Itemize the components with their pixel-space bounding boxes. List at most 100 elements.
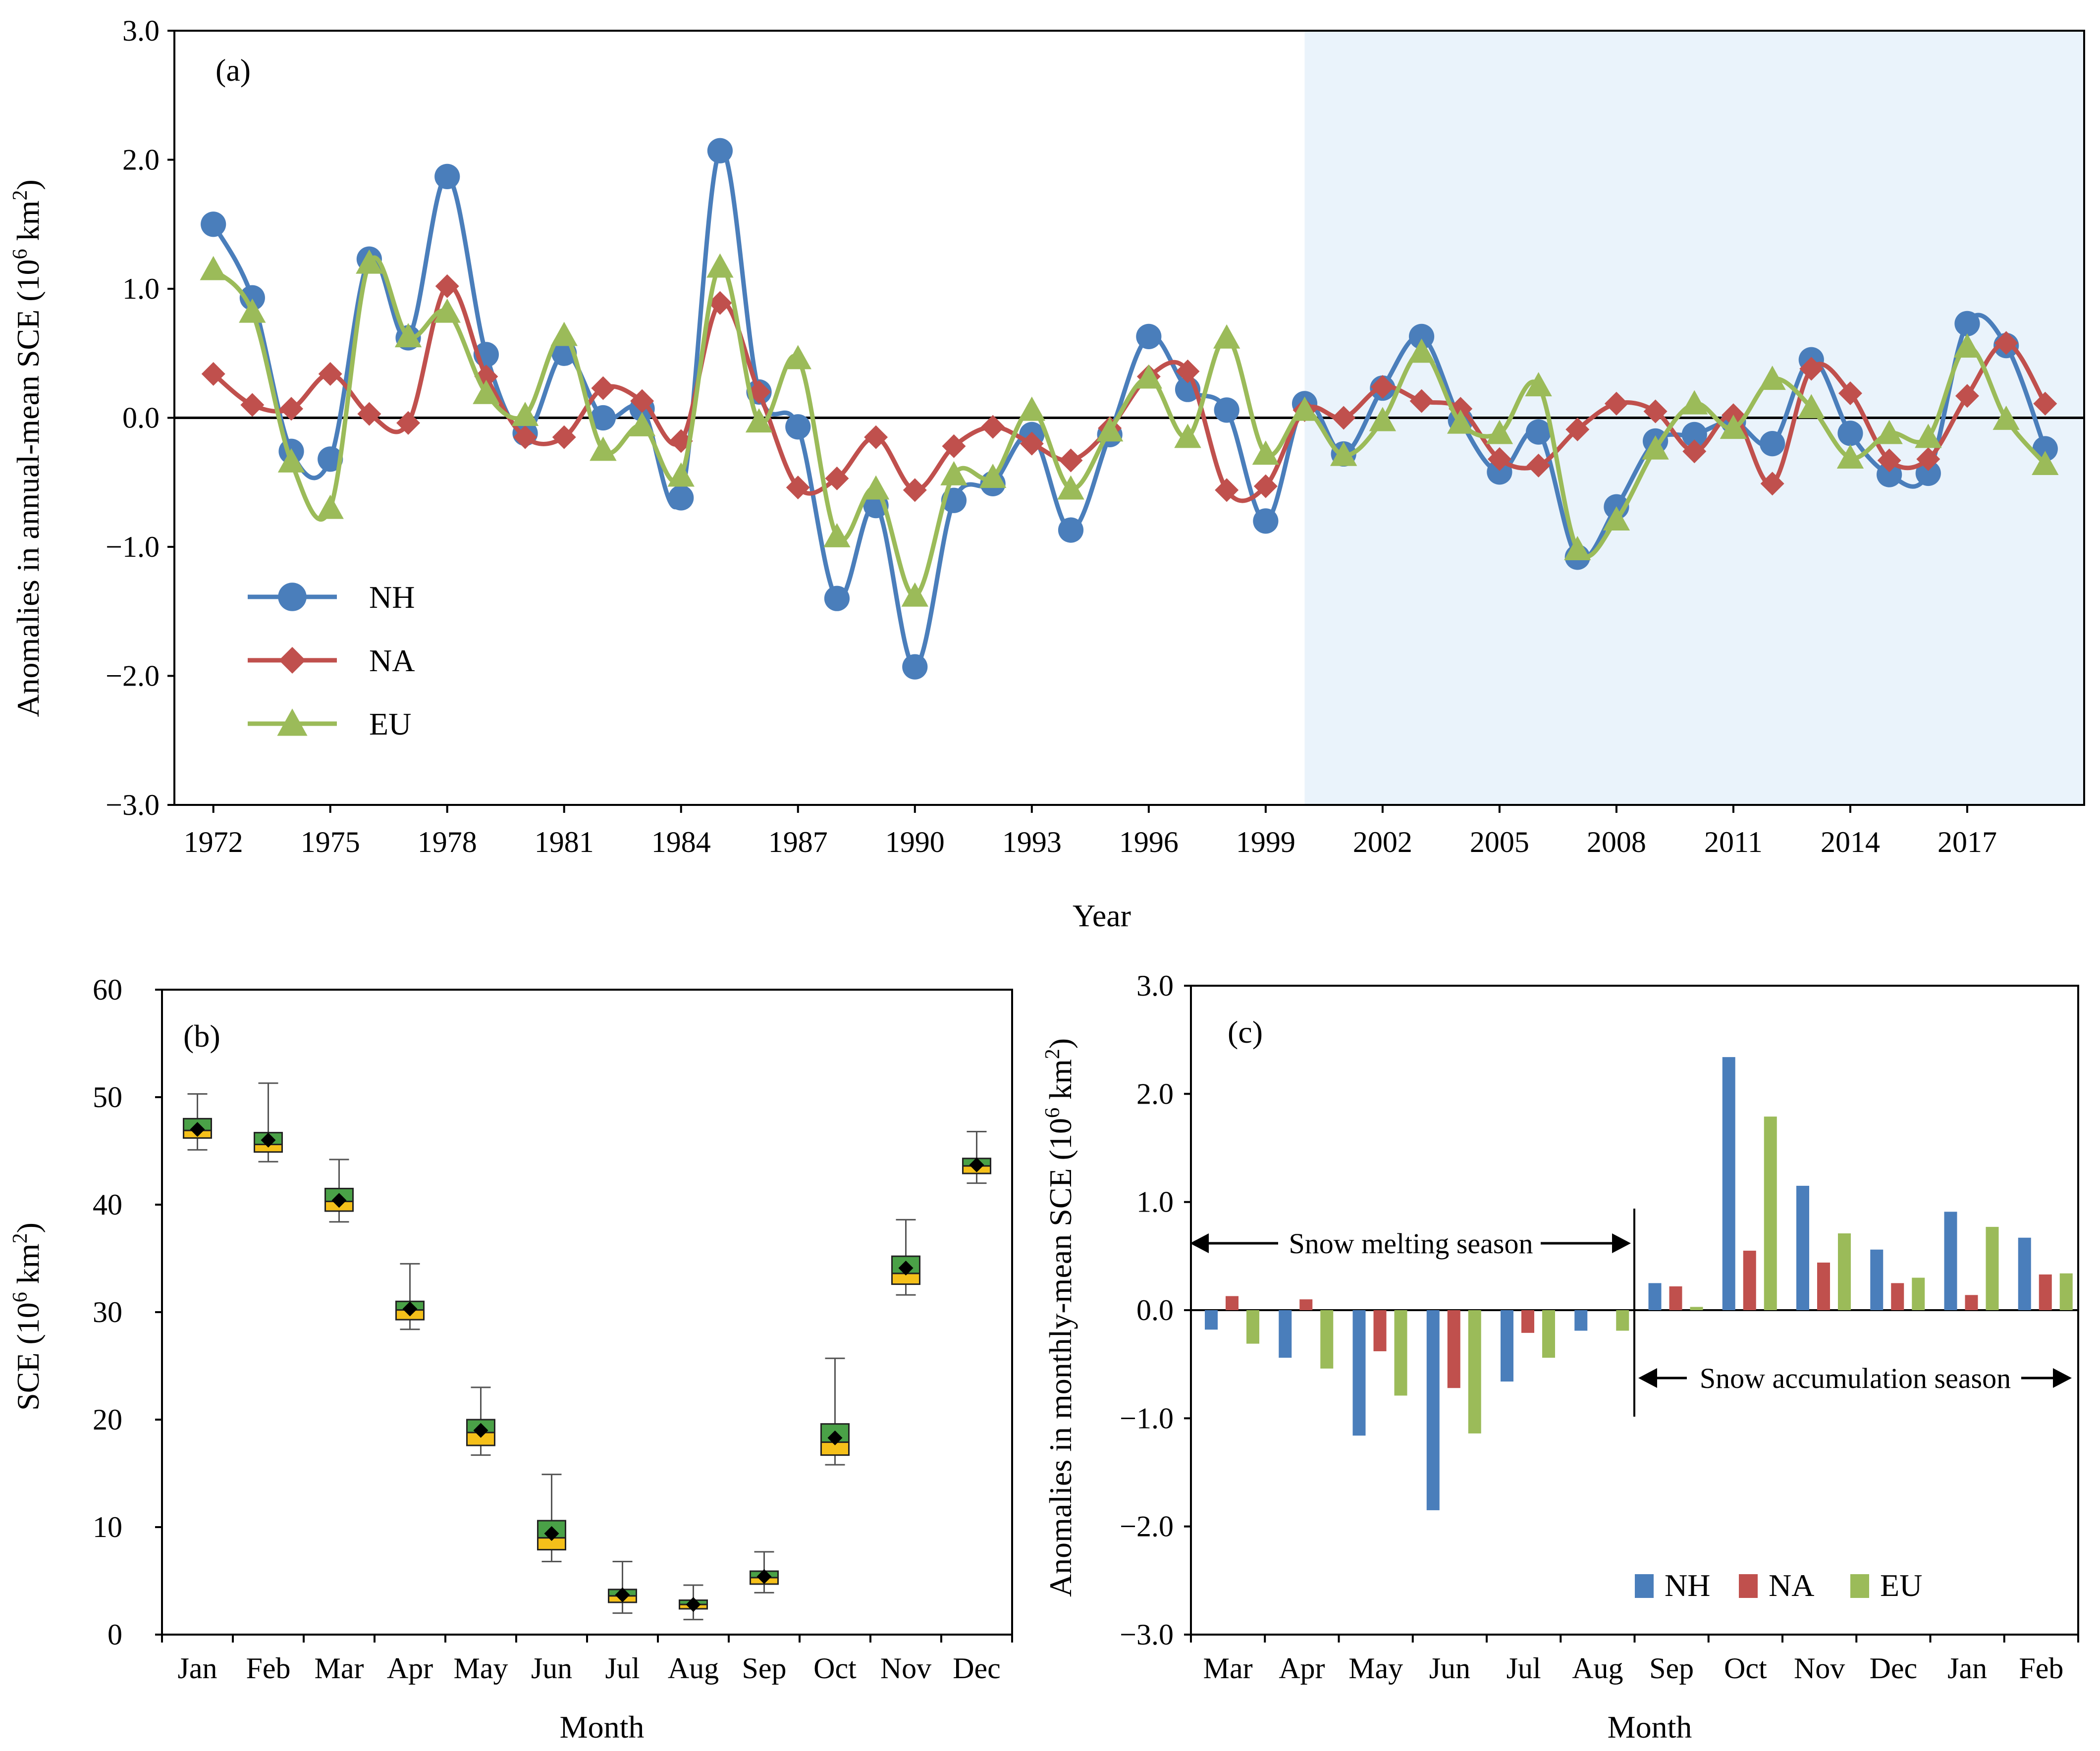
data-point-nh bbox=[1877, 462, 1902, 487]
data-point-eu bbox=[1564, 536, 1591, 560]
panel-c-label: (c) bbox=[1228, 1014, 1263, 1050]
panel-a-x-axis-title: Year bbox=[1073, 898, 1131, 933]
panel-b-y-title-end: ) bbox=[10, 1222, 46, 1233]
data-point-eu bbox=[1992, 405, 2020, 430]
y-tick-label: −2.0 bbox=[1120, 1510, 1174, 1543]
data-point-na bbox=[591, 376, 615, 400]
panel-c-y-title-sup: 6 bbox=[1041, 1108, 1064, 1118]
data-point-nh bbox=[1058, 517, 1084, 543]
data-point-eu bbox=[1876, 420, 1903, 444]
data-point-eu bbox=[1447, 409, 1474, 434]
data-point-eu bbox=[940, 461, 968, 485]
box-may bbox=[466, 1386, 495, 1456]
y-tick-label: 40 bbox=[93, 1188, 122, 1221]
x-tick-label: Dec bbox=[953, 1652, 1001, 1685]
box-feb bbox=[254, 1082, 283, 1163]
x-tick-label: Mar bbox=[1203, 1652, 1253, 1685]
data-point-eu bbox=[394, 323, 422, 348]
legend-label-eu: EU bbox=[1880, 1568, 1922, 1603]
data-point-nh bbox=[1681, 422, 1707, 447]
data-point-na bbox=[396, 411, 421, 435]
panel-a: 3.0 2.0 1.0 0.0 −1.0 −2.0 −3.0 1972 1975 1978 198… bbox=[9, 14, 2085, 933]
data-point-eu bbox=[1953, 333, 1981, 358]
y-tick-label: 20 bbox=[93, 1403, 122, 1436]
data-point-eu bbox=[511, 402, 539, 426]
x-tick-label: 1975 bbox=[301, 826, 360, 858]
data-point-nh bbox=[1253, 508, 1279, 534]
panel-c-y-axis: 3.0 2.0 1.0 0.0 −1.0 −2.0 −3.0 bbox=[1120, 969, 1191, 1651]
data-point-eu bbox=[1369, 407, 1397, 431]
y-tick-label: −1.0 bbox=[1120, 1402, 1174, 1434]
y-tick-label: 10 bbox=[93, 1511, 122, 1543]
legend-label-nh: NH bbox=[369, 580, 415, 615]
legend-swatch-eu bbox=[1850, 1574, 1869, 1598]
data-point-eu bbox=[862, 475, 890, 500]
data-point-eu bbox=[1057, 475, 1084, 500]
panel-c-y-title-sup2: 2 bbox=[1041, 1049, 1064, 1059]
accumulation-season-arrow bbox=[1638, 1368, 2072, 1388]
data-point-nh bbox=[1487, 459, 1512, 485]
bar-eu-sep bbox=[1690, 1307, 1703, 1310]
bar-na-apr bbox=[1299, 1299, 1313, 1310]
x-tick-label: 2014 bbox=[1821, 826, 1880, 858]
y-tick-label: 3.0 bbox=[1136, 969, 1174, 1002]
data-point-eu bbox=[1681, 390, 1708, 415]
data-point-nh bbox=[824, 585, 850, 611]
panel-b-y-axis: 60 50 40 30 20 10 0 bbox=[93, 973, 162, 1651]
data-point-eu bbox=[1525, 372, 1552, 397]
data-point-na bbox=[630, 389, 654, 413]
bar-na-jul bbox=[1521, 1310, 1534, 1333]
panel-a-y-title-sup2: 2 bbox=[9, 190, 32, 201]
bar-eu-apr bbox=[1320, 1310, 1334, 1369]
legend-label-na: NA bbox=[1769, 1568, 1814, 1603]
data-point-nh bbox=[1525, 419, 1552, 445]
bar-eu-oct bbox=[1764, 1116, 1777, 1310]
panel-c-y-axis-title: Anomalies in monthly-mean SCE (106 km2) bbox=[1041, 1038, 1078, 1597]
data-point-eu bbox=[1759, 366, 1786, 390]
data-point-nh bbox=[902, 654, 928, 680]
data-point-eu bbox=[667, 462, 695, 487]
data-point-na bbox=[201, 362, 225, 386]
x-tick-label: 2017 bbox=[1938, 826, 1997, 858]
panel-b-x-axis: Jan Feb Mar Apr May Jun Jul Aug Sep Oct Nov Dec bbox=[161, 1635, 1013, 1685]
panel-c-x-axis-title: Month bbox=[1608, 1709, 1692, 1745]
data-point-eu bbox=[979, 464, 1007, 488]
data-point-na bbox=[1877, 448, 1901, 473]
bar-eu-jun bbox=[1468, 1310, 1481, 1433]
data-point-eu bbox=[901, 582, 928, 607]
data-point-eu bbox=[1603, 506, 1630, 531]
y-tick-label: 0.0 bbox=[1136, 1294, 1174, 1327]
data-point-na bbox=[1176, 359, 1200, 383]
bar-na-feb bbox=[2039, 1274, 2052, 1310]
box-jan bbox=[183, 1093, 212, 1151]
accumulation-season-label: Snow accumulation season bbox=[1700, 1362, 2011, 1394]
data-point-eu bbox=[784, 345, 811, 370]
data-point-eu bbox=[550, 321, 578, 346]
legend-swatch-na bbox=[1739, 1574, 1758, 1598]
panel-a-series bbox=[200, 138, 2059, 680]
y-tick-label: 3.0 bbox=[122, 14, 160, 47]
panel-a-plot-frame bbox=[173, 30, 2085, 806]
bar-na-sep bbox=[1669, 1286, 1682, 1310]
bar-nh-mar bbox=[1205, 1310, 1218, 1330]
panel-a-y-axis-title: Anomalies in annual-mean SCE (106 km2) bbox=[9, 179, 46, 717]
bar-nh-jul bbox=[1501, 1310, 1513, 1382]
bar-na-mar bbox=[1226, 1296, 1238, 1310]
mean-marker bbox=[827, 1430, 843, 1445]
y-tick-label: −2.0 bbox=[106, 660, 160, 692]
bar-nh-oct bbox=[1722, 1057, 1735, 1310]
data-point-nh bbox=[1408, 323, 1435, 349]
data-point-eu bbox=[356, 249, 383, 274]
panel-c-legend: NH NA EU bbox=[1635, 1568, 1922, 1603]
data-point-nh bbox=[1915, 460, 1941, 486]
data-point-eu bbox=[1408, 338, 1435, 363]
data-point-nh bbox=[1136, 323, 1162, 349]
data-point-na bbox=[1059, 448, 1083, 473]
panel-b-boxes bbox=[183, 1082, 991, 1621]
data-point-eu bbox=[628, 412, 656, 436]
data-point-eu bbox=[1836, 444, 1864, 469]
data-point-na bbox=[786, 476, 810, 500]
data-point-na bbox=[708, 291, 732, 315]
data-point-nh bbox=[785, 414, 811, 440]
panel-a-y-axis: 3.0 2.0 1.0 0.0 −1.0 −2.0 −3.0 bbox=[106, 14, 174, 821]
